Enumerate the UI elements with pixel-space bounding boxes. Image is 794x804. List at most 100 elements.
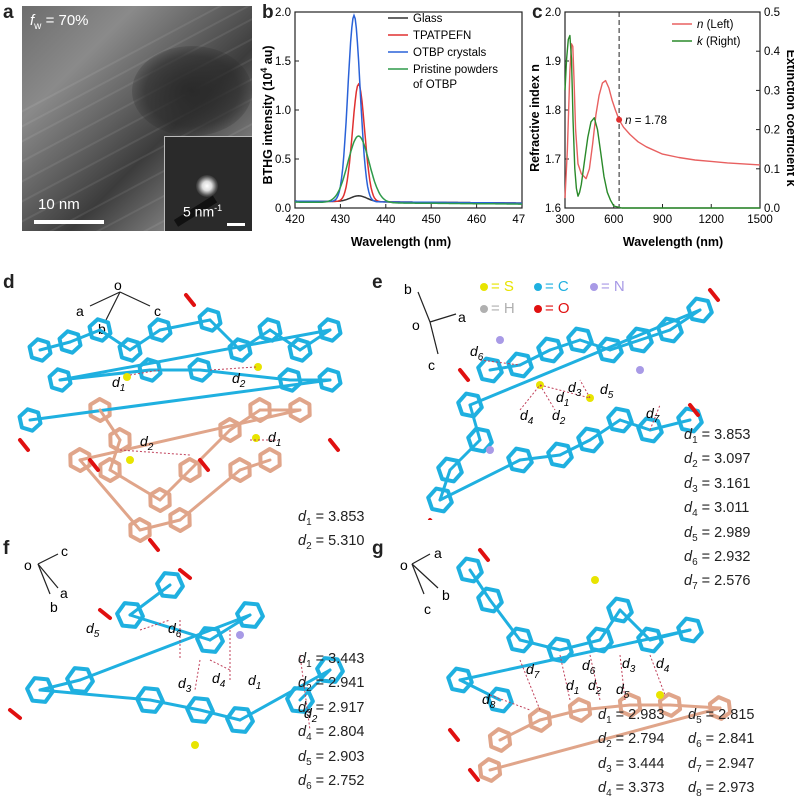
contact-line <box>299 654 311 731</box>
sulfur-atom <box>252 434 260 442</box>
distance-entry: d5 = 2.815 <box>688 707 755 726</box>
atom-legend-item: = H <box>480 300 515 317</box>
aromatic-ring <box>566 326 594 354</box>
aromatic-ring <box>477 757 503 783</box>
aromatic-ring <box>235 601 265 629</box>
aromatic-ring <box>288 397 312 423</box>
nitrogen-atom <box>496 336 504 344</box>
axis-b: b <box>98 321 106 337</box>
aromatic-ring <box>128 517 152 543</box>
aromatic-ring <box>576 426 604 454</box>
y-tick-label-right: 0.0 <box>764 203 780 215</box>
right-axis-label: Extinction coefficient k <box>784 50 794 187</box>
bond <box>578 703 632 712</box>
atom-color-dot <box>534 283 542 292</box>
distance-entry: d3 = 2.917 <box>298 699 365 719</box>
annotation-label: n = 1.78 <box>625 115 667 127</box>
aromatic-ring <box>87 317 113 343</box>
bond <box>448 438 482 472</box>
bond <box>558 438 592 457</box>
bond <box>598 608 622 642</box>
contact-line <box>194 659 201 691</box>
contact-line <box>649 404 661 431</box>
molecule-f: o c a b d5 d6 d3 d4 d1 d2 <box>8 543 345 749</box>
fraction-label: fw = 70% <box>30 12 89 32</box>
bond <box>328 438 340 452</box>
x-tick-label: 440 <box>376 214 395 226</box>
bond <box>178 468 242 522</box>
axis-a: a <box>458 309 466 325</box>
bond <box>688 403 700 417</box>
bond <box>208 318 242 352</box>
contact-line <box>519 384 541 411</box>
label-d2: d2 <box>140 433 154 453</box>
aromatic-ring <box>707 695 733 721</box>
panel-label-d: d <box>3 272 15 293</box>
atom-legend-item: = N <box>590 278 625 295</box>
bond <box>488 363 522 372</box>
aromatic-ring <box>546 441 574 469</box>
bond <box>18 438 30 452</box>
aromatic-ring <box>68 447 92 473</box>
series-line <box>295 135 522 205</box>
bond <box>438 468 452 502</box>
series-line <box>295 13 522 204</box>
bond <box>188 428 232 472</box>
bond <box>498 718 542 742</box>
y-tick-label: 0.0 <box>275 203 291 215</box>
bond <box>268 328 302 352</box>
y-tick-label-left: 1.7 <box>545 154 561 166</box>
atom-legend-item: = C <box>534 278 569 295</box>
atom-color-dot <box>534 305 542 314</box>
x-tick-label: 1200 <box>698 214 724 226</box>
legend-label: Pristine powders <box>413 64 498 76</box>
bond <box>618 608 652 642</box>
contact-line <box>489 694 531 711</box>
distance-entry: d4 = 2.804 <box>298 724 365 744</box>
axis-o: o <box>114 277 122 293</box>
aromatic-ring <box>476 356 504 384</box>
bond <box>128 328 162 352</box>
bond <box>618 418 652 432</box>
bond <box>228 408 262 432</box>
label-d1: d1 <box>268 429 281 449</box>
aromatic-ring <box>147 317 173 343</box>
y-axis-label: BTHG intensity (104 au) <box>259 45 275 184</box>
axis-b: b <box>442 587 450 603</box>
x-tick-label: 300 <box>555 214 574 226</box>
nitrogen-atom <box>236 631 244 639</box>
distance-entry: d3 = 3.161 <box>684 475 751 495</box>
saed-inset: 5 nm-1 <box>164 136 252 231</box>
distance-label: d4 <box>212 670 226 690</box>
aromatic-ring <box>506 351 534 379</box>
bond <box>78 458 142 532</box>
contact-line <box>539 384 556 411</box>
x-tick-label: 430 <box>331 214 350 226</box>
dark-domain <box>132 46 252 136</box>
aromatic-ring <box>527 707 553 733</box>
y-tick-label: 1.5 <box>275 56 291 68</box>
aromatic-ring <box>657 692 683 718</box>
distance-label: d4 <box>656 655 670 675</box>
bond <box>238 458 272 472</box>
distance-label: d5 <box>616 681 630 701</box>
distance-list-g-left: d1 = 2.983 d2 = 2.794 d3 = 3.444 d4 = 3.373 <box>598 706 664 804</box>
distance-entry: d1 = 2.983 <box>598 707 665 726</box>
sulfur-atom <box>656 691 664 699</box>
panel-label-b: b <box>262 2 274 23</box>
atom-legend-item: = S <box>480 278 514 295</box>
bond <box>88 458 100 472</box>
nitrogen-atom <box>636 366 644 374</box>
distance-entry: d6 = 2.841 <box>688 731 755 751</box>
aromatic-ring <box>117 337 143 363</box>
x-tick-label: 1500 <box>747 214 773 226</box>
bond <box>518 638 562 652</box>
bond <box>488 598 522 642</box>
contact-line <box>619 654 626 701</box>
plot-frame <box>294 11 523 209</box>
axis-c: c <box>424 601 431 617</box>
aromatic-ring <box>606 596 634 624</box>
sulfur-atom <box>591 576 599 584</box>
bond <box>448 728 460 742</box>
panel-label-e: e <box>372 272 383 293</box>
